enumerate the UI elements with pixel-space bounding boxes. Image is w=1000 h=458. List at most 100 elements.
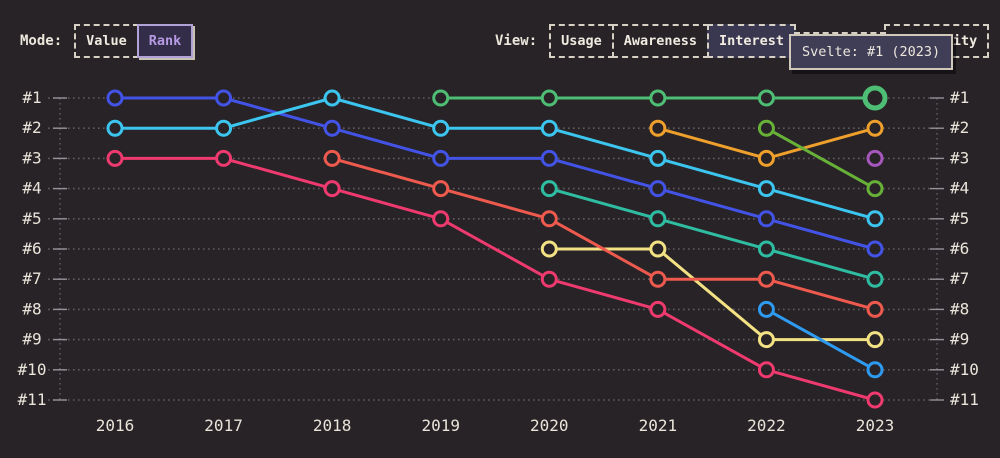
data-point[interactable]	[757, 210, 775, 228]
year-label: 2018	[313, 416, 352, 435]
data-point[interactable]	[540, 149, 558, 167]
view-option-usage[interactable]: Usage	[549, 24, 614, 58]
data-point[interactable]	[866, 361, 884, 379]
series-teal[interactable]	[540, 180, 884, 288]
data-point[interactable]	[540, 210, 558, 228]
data-point[interactable]	[540, 240, 558, 258]
data-point[interactable]	[757, 89, 775, 107]
data-point[interactable]	[649, 240, 667, 258]
data-point[interactable]	[649, 119, 667, 137]
data-point[interactable]	[757, 331, 775, 349]
right-rank-label: #4	[950, 179, 969, 198]
data-point[interactable]	[540, 119, 558, 137]
right-rank-label: #6	[950, 239, 969, 258]
data-point[interactable]	[323, 180, 341, 198]
left-rank-label: #2	[22, 118, 41, 137]
series-line	[113, 156, 877, 402]
data-point[interactable]	[866, 210, 884, 228]
data-point[interactable]	[215, 89, 233, 107]
mode-toggle-group: Mode: Value Rank	[20, 24, 194, 58]
year-label: 2022	[747, 416, 786, 435]
data-point-highlighted[interactable]	[862, 85, 888, 111]
data-point[interactable]	[866, 240, 884, 258]
data-point[interactable]	[432, 119, 450, 137]
data-point[interactable]	[106, 89, 124, 107]
year-label: 2023	[856, 416, 895, 435]
series-line	[330, 156, 877, 311]
series-line	[764, 126, 877, 191]
left-rank-label: #11	[18, 390, 47, 409]
left-rank-label: #10	[18, 360, 47, 379]
data-point[interactable]	[540, 270, 558, 288]
left-rank-label: #4	[22, 179, 41, 198]
series-lime[interactable]	[757, 119, 884, 198]
data-point[interactable]	[649, 270, 667, 288]
left-rank-label: #6	[22, 239, 41, 258]
data-point[interactable]	[106, 149, 124, 167]
data-point[interactable]	[432, 149, 450, 167]
data-point[interactable]	[323, 89, 341, 107]
series-Svelte[interactable]	[432, 85, 888, 111]
data-point[interactable]	[649, 149, 667, 167]
data-point[interactable]	[757, 270, 775, 288]
series-pink[interactable]	[106, 149, 884, 409]
data-point[interactable]	[323, 119, 341, 137]
data-point[interactable]	[215, 119, 233, 137]
right-rank-label: #1	[950, 88, 969, 107]
left-rank-label: #3	[22, 148, 41, 167]
right-rank-label: #8	[950, 299, 969, 318]
view-option-awareness[interactable]: Awareness	[611, 24, 709, 58]
series-purple[interactable]	[866, 149, 884, 167]
data-point[interactable]	[866, 331, 884, 349]
hover-tooltip: Svelte: #1 (2023)	[789, 34, 954, 70]
mode-option-value[interactable]: Value	[74, 24, 139, 58]
series-cyan[interactable]	[106, 89, 884, 228]
right-rank-label: #7	[950, 269, 969, 288]
data-point[interactable]	[649, 210, 667, 228]
data-point[interactable]	[866, 300, 884, 318]
data-point[interactable]	[866, 180, 884, 198]
right-rank-label: #11	[950, 390, 979, 409]
data-point[interactable]	[215, 149, 233, 167]
series-blue[interactable]	[106, 89, 884, 258]
data-point[interactable]	[757, 119, 775, 137]
data-point[interactable]	[866, 149, 884, 167]
view-label: View:	[495, 33, 538, 49]
data-point[interactable]	[540, 180, 558, 198]
left-rank-label: #1	[22, 88, 41, 107]
year-label: 2016	[96, 416, 135, 435]
data-point[interactable]	[757, 149, 775, 167]
series-orange[interactable]	[649, 119, 884, 167]
data-point[interactable]	[649, 89, 667, 107]
mode-option-rank[interactable]: Rank	[136, 24, 194, 58]
data-point[interactable]	[866, 270, 884, 288]
data-point[interactable]	[649, 300, 667, 318]
data-point[interactable]	[757, 240, 775, 258]
right-rank-label: #5	[950, 209, 969, 228]
data-point[interactable]	[757, 180, 775, 198]
data-point[interactable]	[540, 89, 558, 107]
series-salmon[interactable]	[323, 149, 884, 318]
series-line	[113, 96, 877, 221]
series-line	[764, 307, 877, 372]
data-point[interactable]	[866, 119, 884, 137]
data-point[interactable]	[432, 210, 450, 228]
data-point[interactable]	[757, 361, 775, 379]
data-point[interactable]	[432, 89, 450, 107]
view-option-interest[interactable]: Interest	[706, 24, 796, 58]
right-rank-label: #10	[950, 360, 979, 379]
data-point[interactable]	[757, 300, 775, 318]
series-sky-blue[interactable]	[757, 300, 884, 379]
left-rank-label: #9	[22, 330, 41, 349]
data-point[interactable]	[649, 180, 667, 198]
data-point[interactable]	[323, 149, 341, 167]
left-rank-label: #7	[22, 269, 41, 288]
right-rank-label: #2	[950, 118, 969, 137]
series-yellow[interactable]	[540, 240, 884, 349]
data-point[interactable]	[866, 391, 884, 409]
year-label: 2019	[421, 416, 460, 435]
data-point[interactable]	[106, 119, 124, 137]
data-point[interactable]	[432, 180, 450, 198]
series-line	[547, 187, 877, 281]
